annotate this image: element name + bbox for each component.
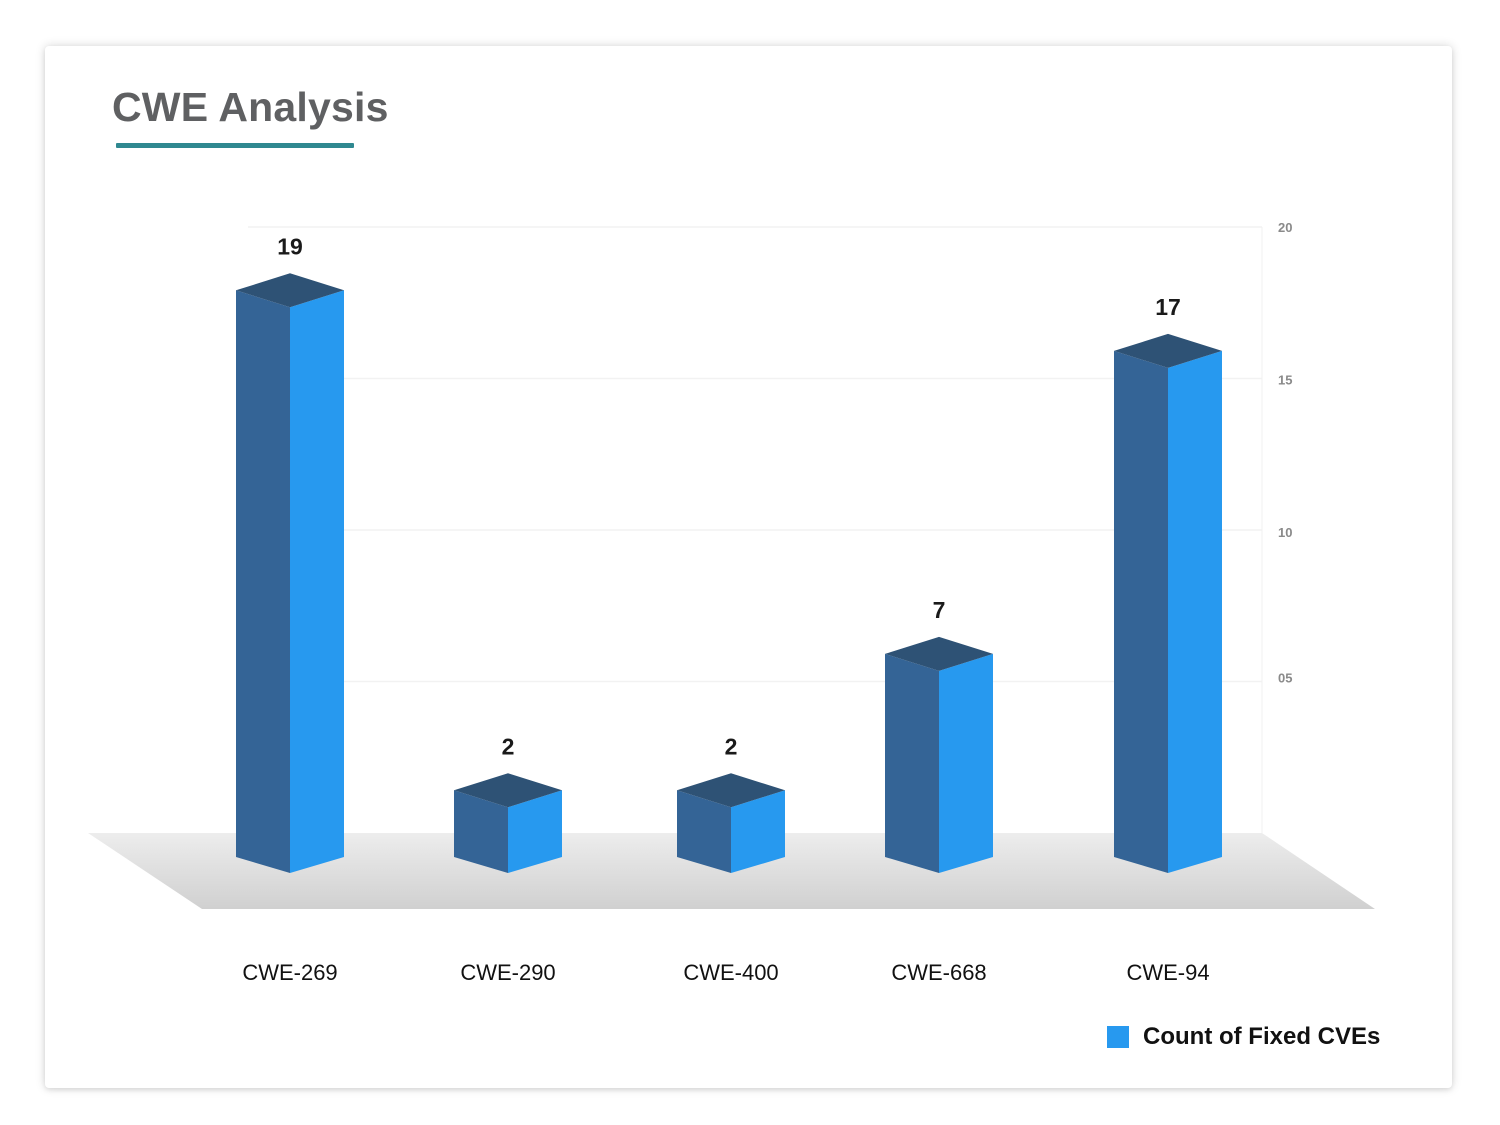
legend-label: Count of Fixed CVEs xyxy=(1143,1023,1381,1050)
title-underline xyxy=(116,143,354,148)
bar-side-face xyxy=(677,790,731,873)
x-axis-label: CWE-269 xyxy=(242,960,337,985)
y-tick-label: 20 xyxy=(1278,220,1292,235)
bar-data-label: 2 xyxy=(725,733,738,759)
x-axis-labels: CWE-269 CWE-290 CWE-400 CWE-668 CWE-94 xyxy=(242,960,1209,985)
bar-front-face xyxy=(508,790,562,873)
bar-data-label: 7 xyxy=(933,597,946,623)
y-tick-label: 10 xyxy=(1278,525,1292,540)
bar-side-face xyxy=(236,290,290,873)
bar-CWE-668: 7 xyxy=(885,597,993,873)
legend: Count of Fixed CVEs xyxy=(1107,1023,1380,1051)
bar-top-face xyxy=(677,773,785,808)
bar-series: 19 2 2 7 17 xyxy=(236,233,1222,873)
bar-top-face xyxy=(236,273,344,308)
x-axis-label: CWE-668 xyxy=(891,960,986,985)
y-axis-tick-labels: 05 10 15 20 xyxy=(1278,220,1292,686)
bar-data-label: 2 xyxy=(502,733,515,759)
bar-front-face xyxy=(731,790,785,873)
bar-top-face xyxy=(454,773,562,808)
chart-title: CWE Analysis xyxy=(112,84,389,130)
bar-side-face xyxy=(1114,350,1168,873)
bar-front-face xyxy=(290,290,344,873)
bar-side-face xyxy=(454,790,508,873)
bar-side-face xyxy=(885,653,939,873)
x-axis-label: CWE-400 xyxy=(683,960,778,985)
x-axis-label: CWE-290 xyxy=(460,960,555,985)
y-tick-label: 05 xyxy=(1278,671,1292,686)
bar-front-face xyxy=(1168,350,1222,873)
bar-front-face xyxy=(939,653,993,873)
bar-CWE-269: 19 xyxy=(236,233,344,873)
x-axis-label: CWE-94 xyxy=(1126,960,1209,985)
y-tick-label: 15 xyxy=(1278,373,1292,388)
bar-data-label: 17 xyxy=(1155,294,1181,320)
bar-CWE-94: 17 xyxy=(1114,294,1222,873)
bar-CWE-400: 2 xyxy=(677,733,785,873)
bar-top-face xyxy=(1114,333,1222,368)
bar-CWE-290: 2 xyxy=(454,733,562,873)
grid-lines xyxy=(248,226,1262,683)
bar-data-label: 19 xyxy=(277,233,303,259)
legend-swatch xyxy=(1107,1026,1129,1048)
bar-top-face xyxy=(885,636,993,671)
